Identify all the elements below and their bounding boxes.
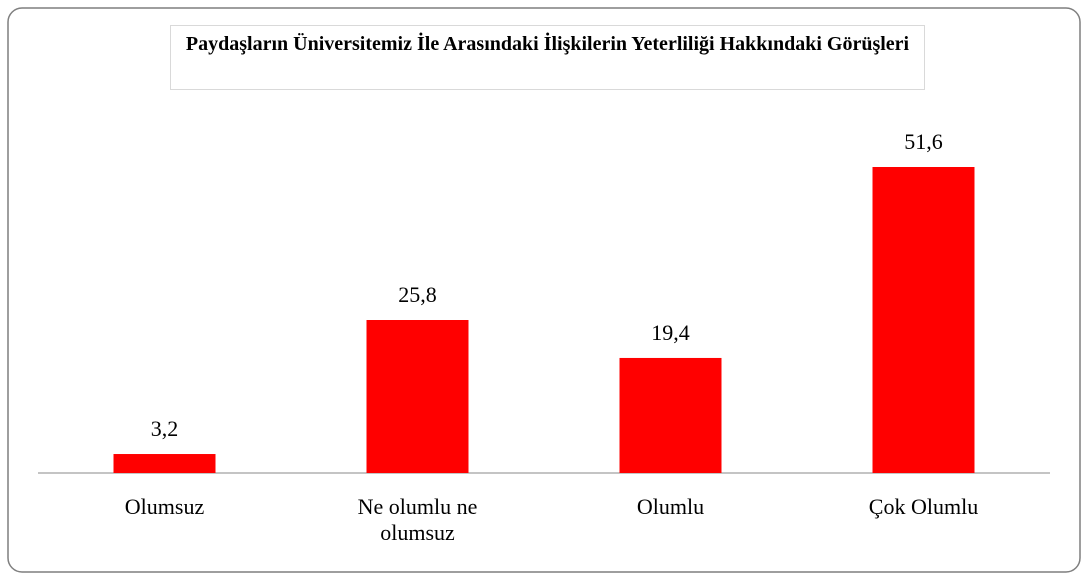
x-tick-label: Olumsuz	[124, 494, 205, 519]
x-tick-label: Olumlu	[636, 494, 705, 519]
bar	[619, 357, 722, 473]
x-tick-label: Ne olumlu ne olumsuz	[357, 494, 478, 545]
chart-title: Paydaşların Üniversitemiz İle Arasındaki…	[170, 25, 925, 90]
x-tick-label: Çok Olumlu	[868, 494, 979, 519]
chart-border	[7, 7, 1081, 573]
bar	[113, 454, 216, 473]
bar	[872, 167, 975, 473]
value-label: 51,6	[904, 129, 943, 154]
bar	[366, 320, 469, 473]
value-label: 25,8	[398, 282, 437, 307]
value-label: 3,2	[150, 416, 179, 442]
value-label: 19,4	[651, 319, 690, 345]
